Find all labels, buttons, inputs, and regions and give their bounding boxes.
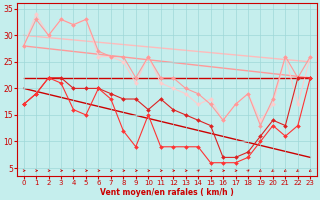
X-axis label: Vent moyen/en rafales ( km/h ): Vent moyen/en rafales ( km/h ) [100,188,234,197]
